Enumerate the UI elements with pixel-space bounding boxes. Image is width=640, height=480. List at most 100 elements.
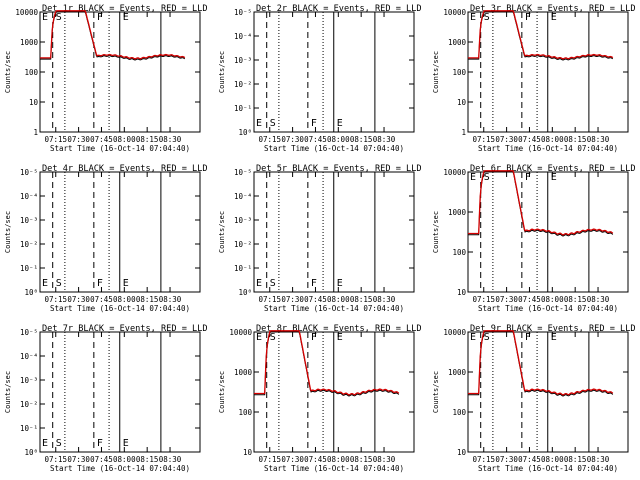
x-tick-label: 08:00 [541, 135, 564, 144]
marker-label: E [42, 12, 48, 23]
x-tick-label: 07:30 [67, 455, 90, 464]
y-tick-label: 10⁻¹ [234, 264, 252, 273]
marker-label: S [270, 278, 276, 289]
detector-panel: Det 8r BLACK = Events, RED = LLD Counts/s… [218, 324, 422, 473]
events-series [40, 11, 186, 61]
y-tick-label: 10⁻⁴ [234, 192, 252, 201]
lld-series [468, 330, 614, 396]
lld-series [468, 10, 614, 60]
x-tick-label: 07:15 [258, 135, 281, 144]
y-tick-label: 10⁻² [234, 80, 252, 89]
marker-label: F [311, 118, 317, 129]
detector-panel: Det 7r BLACK = Events, RED = LLD Counts/s… [4, 324, 208, 473]
x-tick-label: 08:15 [564, 295, 587, 304]
x-tick-label: 08:30 [587, 295, 610, 304]
y-tick-label: 10 [243, 448, 253, 457]
marker-label: E [470, 332, 476, 343]
panel-title: Det 8r BLACK = Events, RED = LLD [256, 324, 422, 334]
y-tick-label: 1 [461, 128, 466, 137]
x-tick-label: 07:30 [281, 455, 304, 464]
x-tick-label: 08:00 [113, 295, 136, 304]
y-tick-label: 10⁰ [238, 288, 252, 297]
panel-title: Det 6r BLACK = Events, RED = LLD [470, 164, 636, 174]
x-tick-label: 08:00 [113, 135, 136, 144]
marker-label: S [484, 172, 490, 183]
y-tick-label: 10⁻⁵ [20, 328, 38, 337]
y-tick-label: 1000 [234, 368, 253, 377]
y-tick-label: 1 [33, 128, 38, 137]
marker-label: F [525, 172, 531, 183]
x-axis-label: Start Time (16-Oct-14 07:04:40) [50, 144, 190, 153]
y-tick-label: 10 [457, 98, 467, 107]
marker-label: S [270, 118, 276, 129]
y-axis-label: Counts/sec [218, 211, 226, 253]
y-tick-label: 10⁻⁵ [234, 8, 252, 17]
lld-series [254, 330, 400, 396]
x-tick-label: 07:45 [90, 455, 113, 464]
x-tick-label: 07:30 [495, 135, 518, 144]
lld-series [40, 10, 186, 60]
y-tick-label: 10⁰ [24, 288, 38, 297]
x-tick-label: 07:45 [304, 455, 327, 464]
x-tick-label: 07:15 [258, 455, 281, 464]
marker-label: S [56, 12, 62, 23]
y-tick-label: 10⁻³ [20, 216, 38, 225]
marker-label: E [337, 118, 343, 129]
y-tick-label: 10⁰ [238, 128, 252, 137]
y-tick-label: 10⁻² [234, 240, 252, 249]
x-axis-label: Start Time (16-Oct-14 07:04:40) [478, 144, 618, 153]
x-tick-label: 07:15 [44, 455, 67, 464]
marker-label: F [97, 278, 103, 289]
y-tick-label: 10000 [229, 328, 252, 337]
marker-label: S [484, 332, 490, 343]
marker-label: E [551, 332, 557, 343]
detector-panel: Det 2r BLACK = Events, RED = LLD Counts/s… [218, 4, 422, 153]
x-tick-label: 08:15 [136, 135, 159, 144]
x-tick-label: 08:15 [350, 295, 373, 304]
marker-label: E [470, 12, 476, 23]
panel-title: Det 5r BLACK = Events, RED = LLD [256, 164, 422, 174]
y-axis-label: Counts/sec [4, 371, 12, 413]
y-tick-label: 10⁻⁴ [20, 192, 38, 201]
x-tick-label: 07:15 [44, 135, 67, 144]
y-tick-label: 10⁻⁴ [20, 352, 38, 361]
detector-panel: Det 6r BLACK = Events, RED = LLD Counts/s… [432, 164, 636, 313]
x-tick-label: 08:00 [541, 455, 564, 464]
detector-panel: Det 1r BLACK = Events, RED = LLD Counts/s… [4, 4, 208, 153]
x-axis-label: Start Time (16-Oct-14 07:04:40) [264, 304, 404, 313]
y-tick-label: 100 [238, 408, 252, 417]
x-tick-label: 08:30 [373, 455, 396, 464]
x-tick-label: 08:30 [373, 135, 396, 144]
y-axis-label: Counts/sec [432, 371, 440, 413]
x-tick-label: 08:15 [564, 135, 587, 144]
y-axis-label: Counts/sec [4, 51, 12, 93]
marker-label: E [551, 172, 557, 183]
marker-label: E [256, 118, 262, 129]
marker-label: E [337, 332, 343, 343]
x-axis-label: Start Time (16-Oct-14 07:04:40) [264, 144, 404, 153]
y-tick-label: 10⁻³ [234, 56, 252, 65]
y-tick-label: 1000 [448, 368, 467, 377]
x-tick-label: 07:45 [518, 295, 541, 304]
marker-label: E [123, 438, 129, 449]
events-series [468, 11, 614, 61]
x-tick-label: 08:15 [136, 295, 159, 304]
marker-label: F [525, 332, 531, 343]
x-tick-label: 08:15 [136, 455, 159, 464]
x-axis-label: Start Time (16-Oct-14 07:04:40) [478, 304, 618, 313]
x-tick-label: 07:30 [281, 135, 304, 144]
x-tick-label: 07:45 [304, 135, 327, 144]
y-tick-label: 10⁰ [24, 448, 38, 457]
x-tick-label: 07:30 [67, 135, 90, 144]
panel-title: Det 2r BLACK = Events, RED = LLD [256, 4, 422, 14]
marker-label: E [470, 172, 476, 183]
marker-label: S [270, 332, 276, 343]
x-tick-label: 08:30 [587, 135, 610, 144]
y-tick-label: 10000 [443, 168, 466, 177]
panel-title: Det 3r BLACK = Events, RED = LLD [470, 4, 636, 14]
events-series [468, 331, 614, 397]
marker-label: E [42, 278, 48, 289]
y-tick-label: 100 [452, 68, 466, 77]
y-axis-label: Counts/sec [4, 211, 12, 253]
marker-label: E [256, 332, 262, 343]
